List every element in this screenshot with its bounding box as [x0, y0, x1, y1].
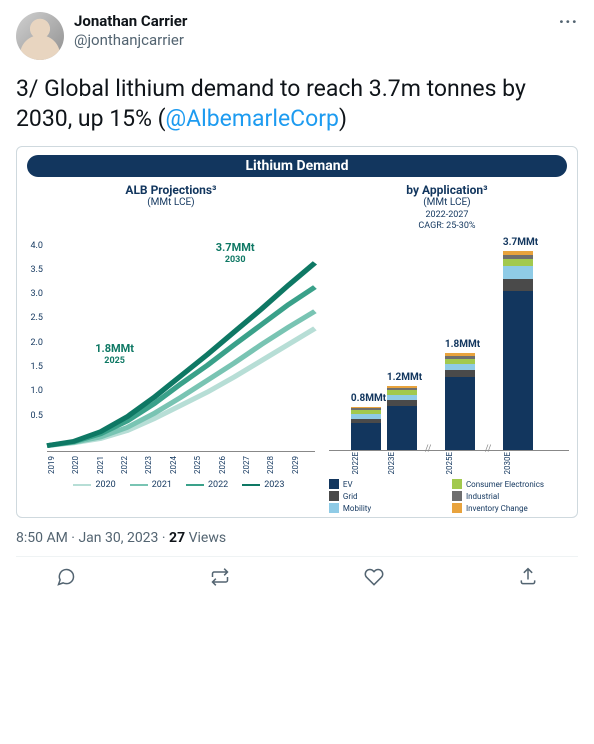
tweet-header: Jonathan Carrier @jonthanjcarrier ···	[16, 12, 578, 60]
bar-plot: 0.8MMt2022E1.2MMt2023E1.8MMt2025E3.7MMt2…	[321, 235, 573, 475]
x-tick: 2029	[291, 454, 315, 476]
like-icon[interactable]	[364, 567, 384, 587]
legend-item: 2020	[73, 480, 115, 490]
axis-break: //	[425, 444, 431, 454]
reply-icon[interactable]	[56, 567, 76, 587]
bar-segment	[503, 266, 533, 280]
right-subtitle: (MMt LCE)	[321, 197, 573, 208]
left-title: ALB Projections³	[23, 183, 319, 197]
legend-item: 2022	[186, 480, 228, 490]
display-name: Jonathan Carrier	[74, 12, 549, 31]
line-plot: 4.0 3.5 3.0 2.5 2.0 1.5 1.0 0.5 1.8MMt2025 3.7MM…	[23, 236, 319, 476]
y-tick: 2.0	[31, 338, 44, 348]
x-tick: 2020	[71, 454, 95, 476]
bar-label: 1.8MMt	[445, 339, 475, 350]
y-tick: 1.0	[31, 386, 44, 396]
bar-segment	[351, 423, 381, 450]
bar-segment	[503, 291, 533, 450]
y-axis: 4.0 3.5 3.0 2.5 2.0 1.5 1.0 0.5	[23, 236, 45, 452]
bar-label: 1.2MMt	[387, 372, 417, 383]
bar-segment	[503, 279, 533, 291]
y-tick: 4.0	[31, 241, 44, 251]
bar: 1.2MMt2023E	[387, 386, 417, 451]
chart-annotation: 3.7MMt2030	[216, 242, 255, 265]
x-tick: 2025	[193, 454, 217, 476]
bar-segment	[445, 370, 475, 377]
bar-x-label: 2023E	[387, 452, 417, 475]
chart: Lithium Demand ALB Projections³ (MMt LCE…	[17, 147, 577, 518]
retweet-icon[interactable]	[210, 567, 230, 587]
x-tick: 2024	[169, 454, 193, 476]
legend-item: 2021	[130, 480, 172, 490]
line-legend: 2020 2021 2022 2023	[23, 480, 319, 490]
x-tick: 2021	[96, 454, 120, 476]
mention-link[interactable]: @AlbemarleCorp	[166, 105, 339, 132]
x-axis: 2019202020212022202320242025202620272028…	[47, 454, 315, 476]
share-icon[interactable]	[518, 567, 538, 587]
y-tick: 3.0	[31, 289, 44, 299]
view-label: Views	[185, 530, 226, 546]
image-card[interactable]: Lithium Demand ALB Projections³ (MMt LCE…	[16, 146, 578, 519]
bar-label: 3.7MMt	[503, 237, 533, 248]
series-line	[47, 287, 315, 446]
bar-x-label: 2022E	[351, 452, 381, 475]
tweet-meta: 8:50 AM · Jan 30, 2023 · 27 Views	[16, 530, 578, 546]
x-tick: 2019	[47, 454, 71, 476]
chart-title: Lithium Demand	[27, 155, 567, 177]
bar-legend: EV Consumer Electronics Grid Industrial Mobi…	[321, 479, 573, 513]
axis-break: //	[485, 444, 491, 454]
tweet-date[interactable]: Jan 30, 2023	[78, 530, 158, 546]
bar-x-label: 2025E	[445, 452, 475, 475]
more-icon[interactable]: ···	[559, 12, 578, 33]
chart-annotation: 1.8MMt2025	[95, 343, 134, 366]
x-tick: 2026	[218, 454, 242, 476]
right-meta-2: CAGR: 25-30%	[418, 221, 475, 231]
chart-panel-application: by Application³ (MMt LCE) 2022-2027 CAGR…	[321, 183, 573, 514]
x-tick: 2028	[266, 454, 290, 476]
view-count[interactable]: 27	[169, 530, 185, 546]
x-tick: 2023	[144, 454, 168, 476]
y-tick: 2.5	[31, 313, 44, 323]
left-subtitle: (MMt LCE)	[23, 197, 319, 208]
legend-item: Mobility	[329, 503, 446, 513]
bar-x-label: 2030E	[503, 452, 533, 475]
line-svg	[47, 236, 315, 451]
series-line	[47, 328, 315, 445]
x-tick: 2027	[242, 454, 266, 476]
legend-item: Industrial	[452, 491, 569, 501]
bar-segment	[445, 377, 475, 450]
chart-panel-projections: ALB Projections³ (MMt LCE) 4.0 3.5 3.0 2.5 2…	[23, 183, 319, 514]
bar: 0.8MMt2022E	[351, 407, 381, 450]
legend-item: Grid	[329, 491, 446, 501]
action-bar	[16, 556, 578, 593]
plot-area: 1.8MMt2025 3.7MMt2030	[47, 236, 315, 452]
legend-item: Consumer Electronics	[452, 479, 569, 489]
author-block[interactable]: Jonathan Carrier @jonthanjcarrier	[74, 12, 549, 50]
x-tick: 2022	[120, 454, 144, 476]
legend-item: EV	[329, 479, 446, 489]
bar: 1.8MMt2025E	[445, 353, 475, 450]
y-tick: 1.5	[31, 362, 44, 372]
bar-label: 0.8MMt	[351, 393, 381, 404]
tweet-text: 3/ Global lithium demand to reach 3.7m t…	[16, 74, 578, 134]
right-meta-1: 2022-2027	[425, 210, 468, 220]
bar: 3.7MMt2030E	[503, 251, 533, 451]
avatar[interactable]	[16, 12, 64, 60]
tweet-time[interactable]: 8:50 AM	[16, 530, 68, 546]
legend-item: 2023	[242, 480, 284, 490]
tweet-text-suffix: )	[339, 105, 347, 132]
right-title: by Application³	[321, 183, 573, 197]
legend-item: Inventory Change	[452, 503, 569, 513]
bars-area: 0.8MMt2022E1.2MMt2023E 1.8MMt2025E 3.7MMt2…	[329, 235, 569, 451]
y-tick: 0.5	[31, 411, 44, 421]
tweet: Jonathan Carrier @jonthanjcarrier ··· 3/…	[0, 0, 594, 605]
y-tick: 3.5	[31, 265, 44, 275]
handle: @jonthanjcarrier	[74, 31, 549, 50]
bar-segment	[387, 406, 417, 450]
